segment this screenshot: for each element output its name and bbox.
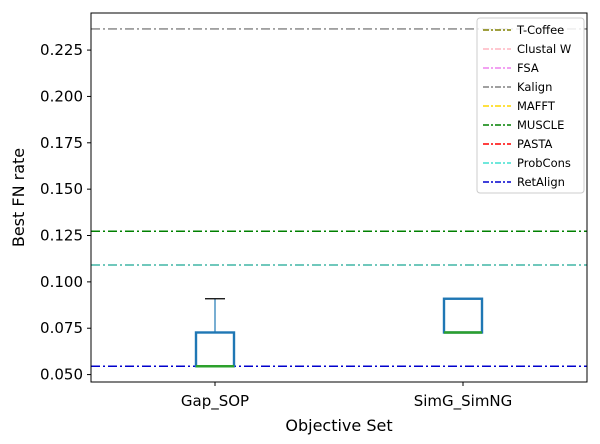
box-1	[194, 298, 236, 368]
x-tick-label: Gap_SOP	[181, 392, 249, 411]
legend-label: Clustal W	[517, 42, 571, 56]
x-tick-label: SimG_SimNG	[414, 392, 513, 411]
legend-item: T-Coffee	[483, 23, 564, 37]
legend-frame	[476, 17, 585, 194]
legend-item: PASTA	[483, 137, 552, 151]
x-axis-label: Objective Set	[285, 416, 392, 435]
box-2	[442, 297, 484, 334]
legend-label: RetAlign	[517, 175, 565, 189]
box-plots	[194, 297, 484, 368]
legend-label: Kalign	[517, 80, 552, 94]
legend-label: ProbCons	[517, 156, 571, 170]
legend-item: MUSCLE	[483, 118, 564, 132]
legend-label: FSA	[517, 61, 539, 75]
y-tick-label: 0.200	[40, 87, 83, 105]
y-tick-label: 0.075	[40, 319, 83, 337]
y-tick-label: 0.150	[40, 180, 83, 198]
legend-label: MAFFT	[517, 99, 556, 113]
y-tick-label: 0.225	[40, 41, 83, 59]
y-axis: 0.050 0.075 0.100 0.125 0.150 0.175 0.200 0.225	[40, 41, 91, 384]
x-axis: Gap_SOP SimG_SimNG	[181, 382, 512, 411]
y-tick-label: 0.050	[40, 366, 83, 384]
y-tick-label: 0.125	[40, 227, 83, 245]
y-axis-label: Best FN rate	[9, 148, 28, 247]
legend-label: T-Coffee	[516, 23, 564, 37]
legend-item: ProbCons	[483, 156, 571, 170]
legend-label: PASTA	[517, 137, 552, 151]
plot-frame	[90, 12, 588, 383]
y-tick-label: 0.100	[40, 273, 83, 291]
box-body	[442, 297, 484, 334]
legend-item: MAFFT	[483, 99, 556, 113]
legend-label: MUSCLE	[517, 118, 564, 132]
legend-item: FSA	[483, 61, 539, 75]
legend-item: Kalign	[483, 80, 552, 94]
legend-item: RetAlign	[483, 175, 565, 189]
y-tick-label: 0.175	[40, 134, 83, 152]
legend-item: Clustal W	[483, 42, 571, 56]
legend: T-Coffee Clustal W FSA Kalign MAFFT MUSCLE PAS…	[476, 17, 585, 194]
box-body	[194, 331, 236, 368]
